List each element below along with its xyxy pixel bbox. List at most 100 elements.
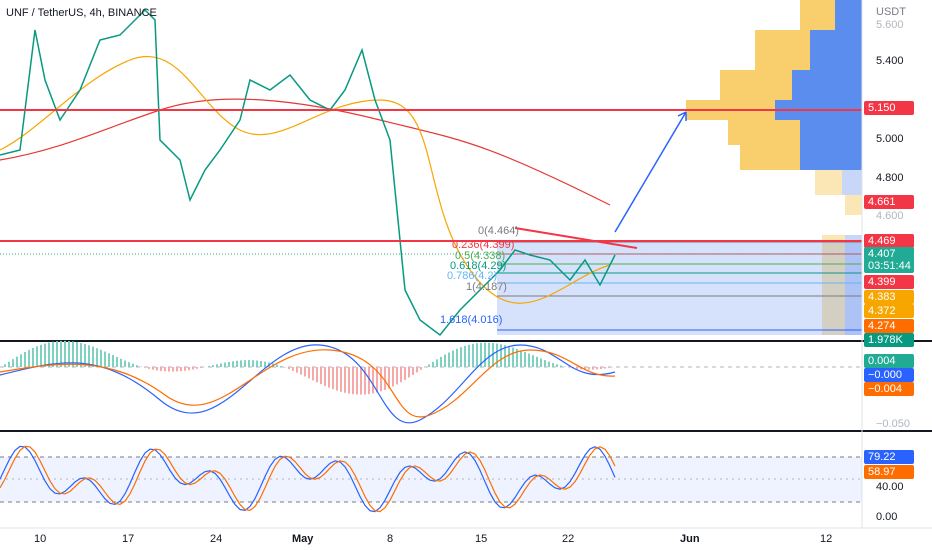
macd-bar	[292, 367, 294, 371]
macd-bar	[372, 367, 374, 394]
macd-bar	[556, 364, 558, 367]
macd-bar	[120, 358, 122, 367]
price-tag-bg	[864, 290, 914, 304]
macd-bar	[160, 367, 162, 372]
macd-bar	[516, 348, 518, 367]
macd-bar	[368, 367, 370, 395]
macd-bar	[4, 364, 6, 367]
macd-bar	[296, 367, 298, 373]
macd-bar	[256, 360, 258, 367]
macd-bar	[428, 364, 430, 367]
macd-bar	[456, 348, 458, 367]
macd-bar	[340, 367, 342, 392]
axis-tick: 5.600	[876, 19, 904, 31]
macd-bar	[392, 367, 394, 387]
macd-bar	[240, 360, 242, 367]
macd-bar	[308, 367, 310, 379]
fib-labels: 0(4.464) 0.236(4.399) 0.5(4.338) 0.618(4…	[440, 225, 519, 326]
macd-bar	[504, 345, 506, 367]
price-tag: 03:51:44	[868, 260, 911, 272]
macd-bar	[468, 344, 470, 367]
macd-bar	[248, 360, 250, 367]
macd-bar	[480, 342, 482, 367]
macd-bar	[216, 364, 218, 367]
price-tag: 5.150	[868, 102, 896, 114]
macd-bar	[452, 350, 454, 367]
macd-bar	[476, 343, 478, 367]
stoch-tag: 79.22	[868, 451, 896, 463]
macd-bar	[20, 354, 22, 367]
macd-bar	[260, 360, 262, 367]
macd-bar	[176, 367, 178, 372]
stoch-tags: 79.22 58.97	[864, 450, 914, 479]
macd-bar	[220, 363, 222, 367]
macd-bar	[28, 349, 30, 367]
projection-arrow	[614, 111, 687, 233]
price-tag: 1.978K	[868, 334, 904, 346]
macd-bar	[500, 344, 502, 367]
macd-bar	[224, 362, 226, 367]
price-tag: 4.661	[868, 196, 896, 208]
macd-bar	[180, 367, 182, 372]
macd-bar	[236, 360, 238, 367]
macd-bar	[16, 356, 18, 367]
macd-bar	[208, 366, 210, 367]
macd-bar	[412, 367, 414, 375]
macd-bar	[144, 367, 146, 368]
macd-bar	[348, 367, 350, 394]
price-tag-bg	[864, 259, 914, 273]
macd-tag: 0.004	[868, 355, 896, 367]
price-tag-bg	[864, 319, 914, 333]
macd-tag: −0.000	[868, 369, 902, 381]
macd-bar	[420, 367, 422, 370]
fib-label: 0.236(4.399)	[452, 239, 514, 251]
time-axis: 10 17 24 May 8 15 22 Jun 12	[34, 533, 832, 545]
macd-bar	[192, 367, 194, 370]
macd-bar	[276, 364, 278, 367]
macd-bar	[376, 367, 378, 393]
macd-bar	[8, 361, 10, 367]
macd-bar	[84, 344, 86, 367]
macd-bar	[52, 341, 54, 367]
macd-bar	[164, 367, 166, 372]
trend-line	[514, 227, 638, 249]
macd-bar	[172, 367, 174, 372]
macd-bar	[80, 343, 82, 367]
macd-bar	[388, 367, 390, 389]
macd-bar	[116, 356, 118, 367]
macd-bar	[512, 347, 514, 367]
price-tag-bg	[864, 101, 914, 115]
axis-tick: 4.600	[876, 210, 904, 222]
macd-bar	[200, 367, 202, 368]
macd-bar	[508, 346, 510, 367]
macd-bar	[64, 340, 66, 367]
macd-bar	[96, 348, 98, 367]
time-label: May	[292, 533, 314, 545]
macd-bar	[592, 367, 594, 370]
fib-zone	[497, 240, 862, 335]
macd-bar	[524, 351, 526, 367]
macd-bar	[600, 367, 602, 370]
macd-bar	[152, 367, 154, 370]
macd-bar	[484, 342, 486, 367]
macd-bar	[360, 367, 362, 395]
price-tag-bg	[864, 195, 914, 209]
macd-bar	[444, 354, 446, 367]
macd-bar	[136, 365, 138, 367]
macd-bar	[252, 360, 254, 367]
macd-bar	[60, 340, 62, 367]
stoch-tag-bg	[864, 450, 914, 464]
time-label: 22	[562, 533, 574, 545]
macd-bar	[72, 341, 74, 367]
macd-bar	[184, 367, 186, 371]
macd-bar	[576, 367, 578, 369]
macd-bar	[328, 367, 330, 388]
stoch-tag: 58.97	[868, 466, 896, 478]
fib-label: 0(4.464)	[478, 225, 519, 237]
macd-bar	[156, 367, 158, 371]
macd-bar	[44, 343, 46, 367]
macd-bar	[404, 367, 406, 380]
fib-label: 0.5(4.338)	[455, 250, 505, 262]
macd-bar	[12, 359, 14, 367]
